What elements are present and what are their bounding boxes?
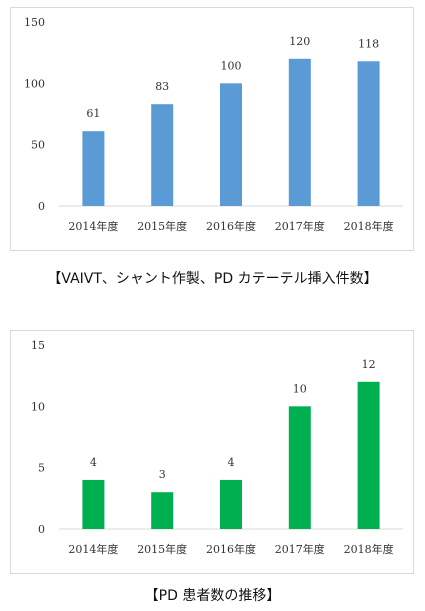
category-label: 2018年度 (344, 542, 394, 556)
category-label: 2017年度 (275, 219, 325, 233)
data-label: 12 (362, 358, 376, 371)
category-label: 2018年度 (344, 219, 394, 233)
category-label: 2017年度 (275, 542, 325, 556)
y-tick-label: 50 (31, 139, 45, 152)
bar-2016年度 (220, 83, 242, 206)
bar-2014年度 (82, 479, 105, 529)
chart-1-caption: 【VAIVT、シャント作製、PD カテーテル挿入件数】 (47, 271, 378, 287)
bar-2018年度 (357, 381, 380, 529)
data-label: 4 (90, 456, 97, 469)
bar-2016年度 (220, 479, 242, 529)
category-label: 2016年度 (206, 542, 256, 556)
y-tick-label: 15 (31, 339, 45, 352)
category-label: 2015年度 (137, 542, 187, 556)
bar-2014年度 (82, 131, 105, 206)
bar-2015年度 (151, 492, 174, 529)
data-label: 4 (228, 456, 235, 469)
y-tick-label: 10 (31, 400, 45, 413)
chart-2-box: 0 5 10 15 4 2014年度 3 2015年度 4 2016年度 10 2017年度 12 201… (10, 330, 414, 574)
chart-2-plot: 0 5 10 15 4 2014年度 3 2015年度 4 2016年度 10 2017年度 12 201… (31, 339, 403, 556)
data-label: 100 (221, 59, 242, 72)
y-tick-label: 0 (38, 200, 45, 213)
chart-1-box: 0 50 100 150 61 2014年度 83 2015年度 100 2016年度 120 201… (10, 7, 414, 251)
chart-1-plot: 0 50 100 150 61 2014年度 83 2015年度 100 2016年度 120 201… (24, 16, 403, 233)
data-label: 118 (358, 37, 379, 50)
bar-2015年度 (151, 104, 174, 206)
y-tick-label: 0 (38, 523, 45, 536)
data-label: 61 (86, 107, 100, 120)
data-label: 10 (293, 382, 307, 395)
data-label: 83 (155, 80, 169, 93)
y-tick-label: 150 (24, 16, 45, 29)
data-label: 120 (289, 35, 310, 48)
bar-2017年度 (288, 406, 311, 529)
bar-2018年度 (357, 61, 380, 207)
category-label: 2014年度 (68, 219, 118, 233)
y-tick-label: 100 (24, 77, 45, 90)
bar-2017年度 (288, 58, 311, 206)
category-label: 2015年度 (137, 219, 187, 233)
chart-2-caption: 【PD 患者数の推移】 (144, 588, 281, 604)
category-label: 2016年度 (206, 219, 256, 233)
y-tick-label: 5 (38, 462, 45, 475)
data-label: 3 (159, 468, 166, 481)
category-label: 2014年度 (68, 542, 118, 556)
